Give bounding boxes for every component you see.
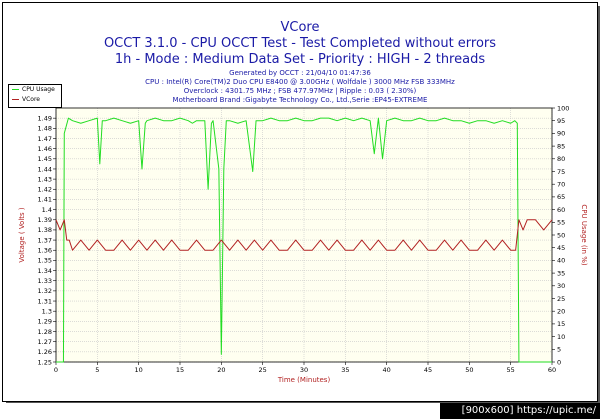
left-tick-label-23: 1.48 (38, 125, 52, 133)
x-tick-label-1: 5 (95, 366, 99, 374)
right-tick-label-19: 95 (557, 117, 565, 125)
right-tick-label-2: 10 (557, 333, 565, 341)
left-tick-label-1: 1.26 (38, 348, 52, 356)
right-tick-label-15: 75 (557, 168, 565, 176)
x-tick-label-6: 30 (300, 366, 308, 374)
legend: CPU Usage VCore (8, 84, 62, 108)
info-line-1: Generated by OCCT : 21/04/10 01:47:36 (229, 69, 371, 77)
right-tick-label-13: 65 (557, 193, 565, 201)
right-tick-label-4: 20 (557, 308, 565, 316)
info-line-3: Overclock : 4301.75 MHz ; FSB 477.97MHz … (183, 87, 417, 95)
x-tick-label-4: 20 (217, 366, 225, 374)
legend-swatch-cpu-usage (12, 89, 19, 90)
left-tick-label-20: 1.45 (38, 155, 52, 163)
right-tick-label-8: 40 (557, 257, 565, 265)
legend-label-vcore: VCore (22, 96, 40, 103)
left-tick-label-5: 1.3 (42, 308, 52, 316)
x-axis-label: Time (Minutes) (277, 376, 331, 384)
left-tick-label-14: 1.39 (38, 216, 52, 224)
left-tick-label-2: 1.27 (38, 338, 52, 346)
right-tick-label-0: 0 (557, 358, 561, 366)
x-tick-label-7: 35 (341, 366, 349, 374)
y-axis-label-right: CPU Usage (in %) (580, 204, 588, 265)
right-tick-label-20: 100 (557, 104, 569, 112)
right-tick-label-12: 60 (557, 206, 565, 214)
left-tick-label-13: 1.38 (38, 226, 52, 234)
right-tick-label-14: 70 (557, 181, 565, 189)
x-tick-label-10: 50 (465, 366, 473, 374)
x-tick-label-3: 15 (176, 366, 184, 374)
x-tick-label-9: 45 (424, 366, 432, 374)
series-line-cpu-usage (56, 117, 552, 363)
left-tick-label-21: 1.46 (38, 145, 52, 153)
x-tick-label-11: 55 (507, 366, 515, 374)
left-tick-label-18: 1.43 (38, 175, 52, 183)
right-tick-label-10: 50 (557, 231, 565, 239)
left-tick-label-16: 1.41 (38, 196, 52, 204)
left-tick-label-11: 1.36 (38, 247, 52, 255)
info-line-2: CPU : Intel(R) Core(TM)2 Duo CPU E8400 @… (145, 78, 455, 86)
right-tick-label-11: 55 (557, 219, 565, 227)
frame-shadow-right (597, 6, 600, 402)
left-tick-label-22: 1.47 (38, 135, 52, 143)
right-tick-label-18: 90 (557, 130, 565, 138)
left-tick-label-3: 1.28 (38, 328, 52, 336)
left-tick-label-0: 1.25 (38, 358, 52, 366)
left-tick-label-4: 1.29 (38, 318, 52, 326)
left-tick-label-19: 1.44 (38, 165, 52, 173)
left-tick-label-15: 1.4 (42, 206, 52, 214)
x-tick-label-8: 40 (383, 366, 391, 374)
left-tick-label-7: 1.32 (38, 287, 52, 295)
series-line-vcore (55, 219, 553, 251)
x-tick-label-2: 10 (135, 366, 143, 374)
chart-subtitle-1: OCCT 3.1.0 - CPU OCCT Test - Test Comple… (103, 36, 497, 51)
right-tick-label-9: 45 (557, 244, 565, 252)
right-tick-label-17: 85 (557, 142, 565, 150)
legend-item-cpu-usage: CPU Usage (9, 85, 61, 95)
y-axis-label-left: Voltage ( Volts ) (18, 207, 26, 263)
legend-item-vcore: VCore (9, 95, 61, 105)
chart-subtitle-2: 1h - Mode : Medium Data Set - Priority :… (114, 52, 486, 67)
right-tick-label-3: 15 (557, 320, 565, 328)
left-tick-label-10: 1.35 (38, 257, 52, 265)
right-tick-label-5: 25 (557, 295, 565, 303)
left-tick-label-17: 1.42 (38, 186, 52, 194)
x-tick-label-5: 25 (259, 366, 267, 374)
legend-swatch-vcore (12, 99, 19, 100)
chart-title: VCore (280, 20, 320, 35)
right-tick-label-6: 30 (557, 282, 565, 290)
x-tick-label-12: 60 (548, 366, 556, 374)
right-tick-label-7: 35 (557, 269, 565, 277)
left-tick-label-8: 1.33 (38, 277, 52, 285)
left-tick-label-6: 1.31 (38, 297, 52, 305)
left-tick-label-24: 1.49 (38, 114, 52, 122)
right-tick-label-1: 5 (557, 346, 561, 354)
left-tick-label-9: 1.34 (38, 267, 52, 275)
legend-label-cpu-usage: CPU Usage (22, 86, 55, 93)
info-line-4: Motherboard Brand :Gigabyte Technology C… (172, 96, 428, 104)
upic-watermark: [900x600] https://upic.me/ (440, 403, 600, 419)
left-tick-label-12: 1.37 (38, 236, 52, 244)
right-tick-label-16: 80 (557, 155, 565, 163)
x-tick-label-0: 0 (54, 366, 58, 374)
